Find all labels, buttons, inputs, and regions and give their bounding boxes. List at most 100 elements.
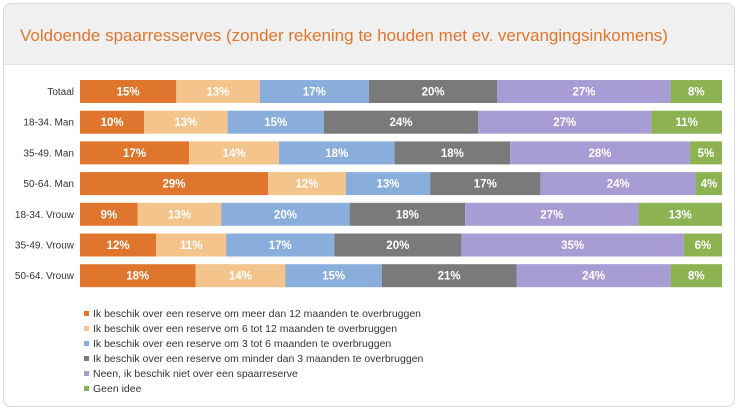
data-label: 29%	[163, 179, 186, 191]
chart-header: Voldoende spaarresserves (zonder rekenin…	[4, 4, 734, 65]
bar-segment-1	[80, 172, 269, 196]
legend-item: Neen, ik beschik niet over een spaarrese…	[84, 366, 423, 381]
bar-segment-6	[670, 80, 722, 103]
data-label: 11%	[180, 240, 202, 252]
bar-segment-2	[195, 264, 286, 288]
data-label: 14%	[229, 271, 252, 283]
bar-segment-1	[80, 233, 157, 257]
bar-segment-3	[221, 202, 350, 226]
data-label: 12%	[107, 240, 130, 252]
category-label: 50-64. Vrouw	[15, 271, 75, 282]
legend-swatch	[84, 341, 89, 346]
data-label: 27%	[572, 87, 595, 99]
data-label: 15%	[117, 87, 140, 99]
data-label: 10%	[101, 117, 124, 129]
bar-segment-2	[176, 80, 260, 103]
data-label: 13%	[174, 117, 197, 129]
data-label: 28%	[589, 148, 612, 160]
bar-segment-3	[285, 264, 382, 288]
bar-segment-2	[137, 202, 222, 226]
bar-segment-6	[670, 264, 722, 288]
data-label: 13%	[669, 209, 692, 221]
data-label: 4%	[701, 179, 718, 191]
stacked-bar-chart: Totaal 15% 13% 17% 20% 27% 8% 18-34. Man 10% 13% 1…	[15, 80, 722, 288]
data-label: 8%	[688, 87, 705, 99]
data-label: 13%	[207, 87, 230, 99]
bar-segment-5	[510, 141, 690, 165]
chart-legend: Ik beschik over een reserve om meer dan …	[84, 306, 423, 396]
bar-segment-1	[80, 141, 190, 165]
bar-segment-4	[368, 80, 498, 103]
bar-segment-3	[279, 141, 395, 165]
data-label: 27%	[553, 117, 576, 129]
bar-segment-1	[80, 264, 196, 288]
data-label: 20%	[274, 209, 297, 221]
category-label: 35-49. Man	[23, 148, 74, 159]
legend-label: Ik beschik over een reserve om meer dan …	[93, 307, 422, 320]
data-label: 24%	[582, 271, 605, 283]
bar-segment-3	[345, 172, 431, 196]
bar-segment-3	[226, 233, 335, 257]
bar-segment-1	[80, 202, 138, 226]
category-label: 18-34. Man	[23, 118, 74, 129]
bar-segment-2	[268, 172, 346, 196]
legend-item: Geen idee	[84, 381, 423, 396]
data-label: 17%	[269, 240, 292, 252]
legend-swatch	[84, 371, 89, 376]
data-label: 24%	[389, 117, 412, 129]
bar-segment-6	[651, 110, 722, 134]
data-label: 9%	[101, 209, 118, 221]
bar-segment-5	[497, 80, 671, 103]
data-label: 17%	[474, 179, 497, 191]
data-label: 12%	[295, 179, 318, 191]
data-label: 18%	[325, 148, 348, 160]
data-label: 5%	[698, 148, 715, 160]
bar-segment-4	[323, 110, 479, 134]
legend-swatch	[84, 311, 89, 316]
chart-title: Voldoende spaarresserves (zonder rekenin…	[20, 26, 668, 45]
bar-segment-1	[80, 80, 177, 103]
category-label: 50-64. Man	[23, 179, 74, 190]
legend-item: Ik beschik over een reserve om minder da…	[84, 351, 423, 366]
data-label: 18%	[396, 209, 419, 221]
data-label: 20%	[422, 87, 445, 99]
data-label: 18%	[126, 271, 149, 283]
category-label: 18-34. Vrouw	[15, 210, 75, 221]
bar-segment-5	[540, 172, 697, 196]
data-label: 21%	[438, 271, 461, 283]
data-label: 27%	[540, 209, 563, 221]
data-label: 24%	[607, 179, 630, 191]
bar-segment-4	[349, 202, 466, 226]
bar-segment-4	[430, 172, 541, 196]
data-label: 6%	[695, 240, 712, 252]
data-label: 13%	[168, 209, 191, 221]
legend-label: Neen, ik beschik niet over een spaarrese…	[93, 367, 298, 380]
legend-label: Ik beschik over een reserve om 6 tot 12 …	[93, 322, 398, 335]
data-label: 13%	[377, 179, 400, 191]
data-label: 14%	[223, 148, 246, 160]
legend-label: Geen idee	[93, 382, 142, 395]
bar-segment-6	[689, 141, 722, 165]
data-label: 11%	[675, 117, 697, 129]
chart-card: Voldoende spaarresserves (zonder rekenin…	[3, 3, 735, 407]
data-label: 35%	[561, 240, 584, 252]
legend-swatch	[84, 356, 89, 361]
bar-segment-5	[461, 233, 684, 257]
legend-item: Ik beschik over een reserve om meer dan …	[84, 306, 423, 321]
legend-swatch	[84, 326, 89, 331]
bar-segment-5	[516, 264, 671, 288]
bar-segment-6	[683, 233, 722, 257]
bar-segment-2	[189, 141, 280, 165]
bar-segment-6	[696, 172, 722, 196]
category-label: Totaal	[47, 87, 74, 98]
legend-item: Ik beschik over een reserve om 3 tot 6 m…	[84, 336, 423, 351]
bar-segment-3	[227, 110, 324, 134]
bar-segment-2	[156, 233, 227, 257]
legend-swatch	[84, 386, 89, 391]
bar-segment-6	[638, 202, 722, 226]
category-label: 35-49. Vrouw	[15, 241, 75, 252]
bar-segment-3	[259, 80, 369, 103]
legend-item: Ik beschik over een reserve om 6 tot 12 …	[84, 321, 423, 336]
data-label: 15%	[322, 271, 345, 283]
data-label: 8%	[688, 271, 705, 283]
